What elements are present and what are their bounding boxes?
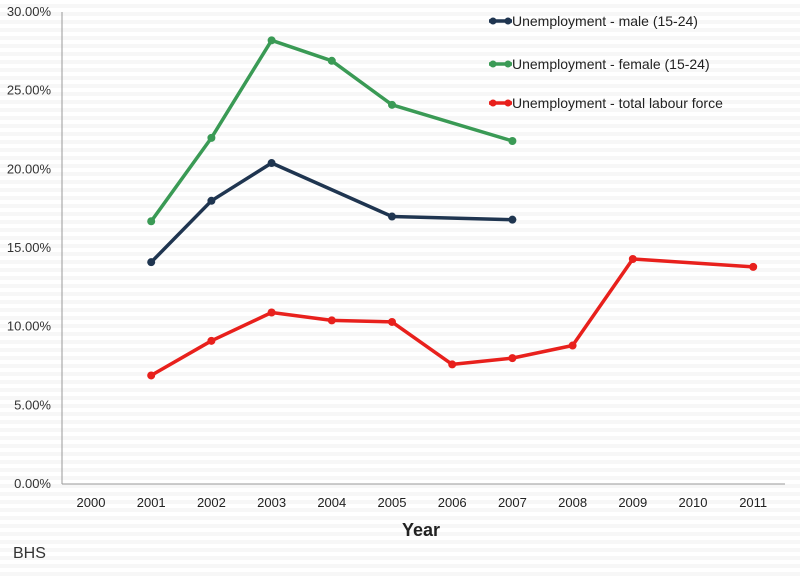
y-tick-label: 10.00% <box>7 319 52 334</box>
series-line <box>149 161 515 264</box>
data-point <box>388 212 396 221</box>
data-point <box>508 137 517 146</box>
data-point <box>147 371 156 380</box>
x-tick-label: 2005 <box>378 495 407 510</box>
source-footnote: BHS <box>13 545 46 562</box>
x-tick-label: 2010 <box>679 495 708 510</box>
x-tick-label: 2001 <box>137 495 166 510</box>
legend-swatch-marker <box>489 99 497 107</box>
legend-swatch-marker <box>489 60 497 68</box>
data-point <box>749 262 758 271</box>
y-axis-ticks: 0.00% 5.00% 10.00% 15.00% 20.00% 25.00% 30.00% <box>7 4 52 491</box>
x-tick-label: 2009 <box>618 495 647 510</box>
x-tick-label: 2011 <box>739 495 767 510</box>
data-point <box>508 354 517 363</box>
legend-label: Unemployment - total labour force <box>512 95 723 111</box>
data-point <box>207 336 216 345</box>
x-tick-label: 2003 <box>257 495 286 510</box>
data-point <box>267 308 276 317</box>
y-tick-label: 20.00% <box>7 161 52 176</box>
data-point <box>267 159 276 168</box>
series-2 <box>147 36 517 226</box>
legend: Unemployment - male (15-24) Unemployment … <box>489 13 723 111</box>
legend-swatch-marker <box>489 17 497 25</box>
data-point <box>628 255 637 264</box>
y-tick-label: 0.00% <box>14 476 51 491</box>
legend-swatch-marker <box>504 17 512 25</box>
y-tick-label: 15.00% <box>7 240 52 255</box>
data-point <box>147 258 156 267</box>
data-point <box>147 217 156 226</box>
data-point <box>388 317 396 326</box>
x-tick-label: 2002 <box>197 495 226 510</box>
data-point <box>568 341 577 350</box>
x-tick-label: 2004 <box>317 495 346 510</box>
data-point <box>267 36 276 45</box>
data-point <box>388 100 396 109</box>
axes <box>61 12 785 485</box>
data-point <box>508 215 517 224</box>
data-point <box>207 196 216 205</box>
y-tick-label: 5.00% <box>14 397 51 412</box>
series-line <box>149 257 755 378</box>
y-tick-label: 30.00% <box>7 4 52 19</box>
legend-swatch-marker <box>504 60 512 68</box>
legend-label: Unemployment - male (15-24) <box>512 13 698 29</box>
x-tick-label: 2000 <box>77 495 106 510</box>
x-tick-label: 2006 <box>438 495 467 510</box>
y-tick-label: 25.00% <box>7 83 52 98</box>
legend-label: Unemployment - female (15-24) <box>512 56 710 72</box>
x-axis-label: Year <box>402 520 440 540</box>
series-3 <box>147 255 758 380</box>
x-tick-label: 2008 <box>558 495 587 510</box>
data-point <box>327 316 336 325</box>
legend-swatch-marker <box>504 99 512 107</box>
data-point <box>448 360 457 369</box>
series-line <box>149 38 515 224</box>
series-layer <box>147 36 758 380</box>
data-point <box>327 56 336 65</box>
data-point <box>207 133 216 142</box>
series-1 <box>147 159 517 267</box>
x-axis-ticks: 2000 2001 2002 2003 2004 2005 2006 2007 2008 2009… <box>77 495 768 510</box>
x-tick-label: 2007 <box>498 495 527 510</box>
